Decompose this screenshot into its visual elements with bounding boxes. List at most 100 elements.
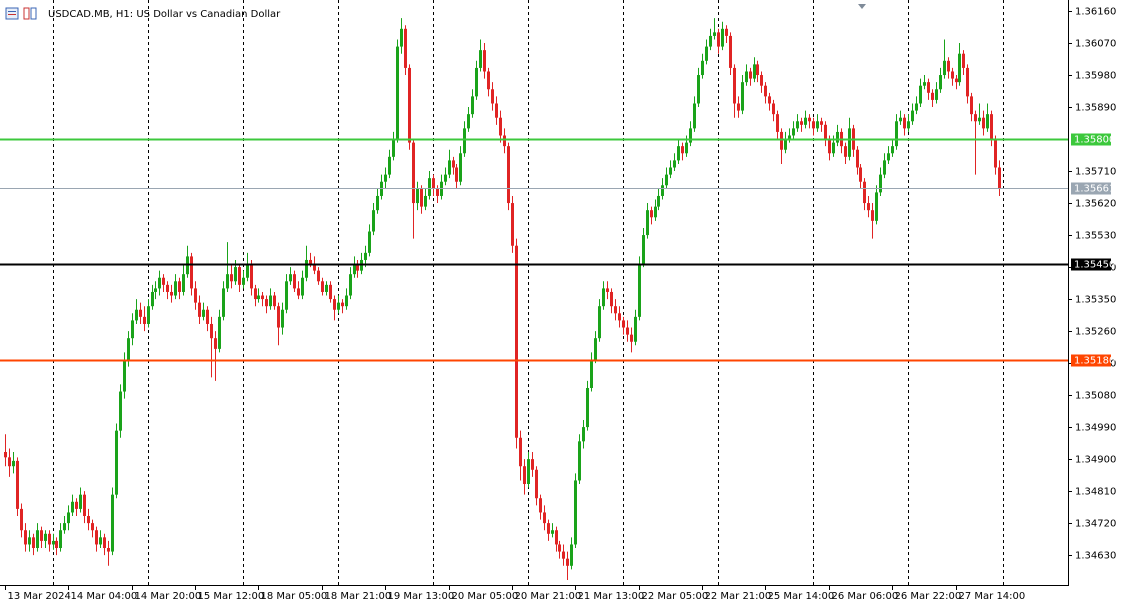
price-level-label: 1.35800 xyxy=(1074,135,1115,146)
candle-body xyxy=(218,316,221,349)
candle-body xyxy=(408,67,411,143)
candle-body xyxy=(143,316,146,324)
price-level-tag xyxy=(1071,258,1111,271)
candle-body xyxy=(277,306,280,328)
candle-body xyxy=(99,537,102,545)
candle-body xyxy=(147,306,150,324)
candle-body xyxy=(154,288,157,292)
candle-body xyxy=(745,71,748,83)
candle-body xyxy=(495,103,498,118)
candle-body xyxy=(301,277,304,296)
candle-body xyxy=(867,203,870,211)
candle-body xyxy=(376,195,379,211)
candle-body xyxy=(705,46,708,61)
x-tick-label: 20 Mar 05:00 xyxy=(452,591,519,602)
icon-bars[interactable] xyxy=(30,7,37,20)
candle-body xyxy=(467,114,470,129)
candle-body xyxy=(368,231,371,253)
candle-body xyxy=(820,121,823,125)
candle-body xyxy=(507,146,510,204)
candle-body xyxy=(420,188,423,207)
candle-body xyxy=(990,114,993,140)
candle-body xyxy=(792,128,795,136)
candle-body xyxy=(907,121,910,129)
candle-body xyxy=(444,174,447,182)
candle-body xyxy=(222,288,225,317)
x-tick-label: 18 Mar 05:00 xyxy=(261,591,328,602)
candle-body xyxy=(313,263,316,271)
candle-body xyxy=(737,103,740,111)
candle-body xyxy=(257,295,260,300)
candle-body xyxy=(812,121,815,129)
candle-body xyxy=(428,178,431,196)
x-tick-label: 26 Mar 22:00 xyxy=(895,591,962,602)
candle-body xyxy=(689,128,692,143)
candle-body xyxy=(67,512,70,524)
candle-body xyxy=(459,153,462,182)
candle-body xyxy=(808,117,811,122)
candle-body xyxy=(729,35,732,68)
candle-body xyxy=(234,267,237,282)
candle-body xyxy=(158,277,161,289)
candle-body xyxy=(828,139,831,154)
candle-body xyxy=(75,501,78,509)
candle-body xyxy=(650,210,653,218)
candle-body xyxy=(804,117,807,125)
candle-body xyxy=(535,469,538,499)
y-tick-label: 1.34630 xyxy=(1075,551,1116,562)
price-level-tag xyxy=(1071,354,1111,367)
candle-body xyxy=(780,131,783,150)
candle-body xyxy=(329,284,332,300)
candle-body xyxy=(463,128,466,154)
price-level-tag xyxy=(1071,133,1111,146)
candle-body xyxy=(951,71,954,79)
candle-body xyxy=(923,82,926,86)
candle-body xyxy=(753,64,756,79)
candle-body xyxy=(107,548,110,552)
candle-body xyxy=(760,75,763,86)
candle-body xyxy=(626,327,629,335)
candle-body xyxy=(527,459,530,485)
candle-body xyxy=(551,530,554,534)
candle-body xyxy=(194,288,197,303)
candle-body xyxy=(52,540,55,545)
icon-bars[interactable] xyxy=(23,7,30,20)
candle-body xyxy=(943,60,946,76)
y-tick-label: 1.35260 xyxy=(1075,327,1116,338)
x-tick-label: 15 Mar 12:00 xyxy=(198,591,265,602)
candle-body xyxy=(305,259,308,278)
candle-body xyxy=(285,281,288,310)
candle-body xyxy=(776,114,779,132)
x-tick-label: 27 Mar 14:00 xyxy=(959,591,1026,602)
candle-body xyxy=(396,46,399,140)
shift-marker[interactable] xyxy=(858,4,866,9)
candle-body xyxy=(364,252,367,260)
candle-body xyxy=(879,174,882,193)
icon-list[interactable] xyxy=(5,7,19,20)
candle-body xyxy=(190,256,193,289)
candle-body xyxy=(345,295,348,307)
y-tick-label: 1.34720 xyxy=(1075,519,1116,530)
candle-body xyxy=(836,131,839,143)
candle-body xyxy=(657,195,660,207)
candle-body xyxy=(103,537,106,549)
candle-body xyxy=(998,167,1001,189)
candle-body xyxy=(353,263,356,275)
y-tick-label: 1.35710 xyxy=(1075,167,1116,178)
candle-body xyxy=(151,291,154,307)
candle-body xyxy=(939,75,942,90)
candle-body xyxy=(962,53,965,68)
candle-body xyxy=(685,142,688,154)
candle-body xyxy=(693,103,696,129)
candle-body xyxy=(471,96,474,115)
candle-body xyxy=(733,67,736,104)
candle-body xyxy=(654,206,657,218)
candle-body xyxy=(701,60,704,76)
candle-body xyxy=(899,117,902,122)
candle-body xyxy=(903,117,906,129)
candle-body xyxy=(48,533,51,545)
toolbar-icons[interactable] xyxy=(5,7,37,20)
candle-body xyxy=(36,530,39,549)
candle-body xyxy=(448,160,451,175)
candle-body xyxy=(602,288,605,307)
